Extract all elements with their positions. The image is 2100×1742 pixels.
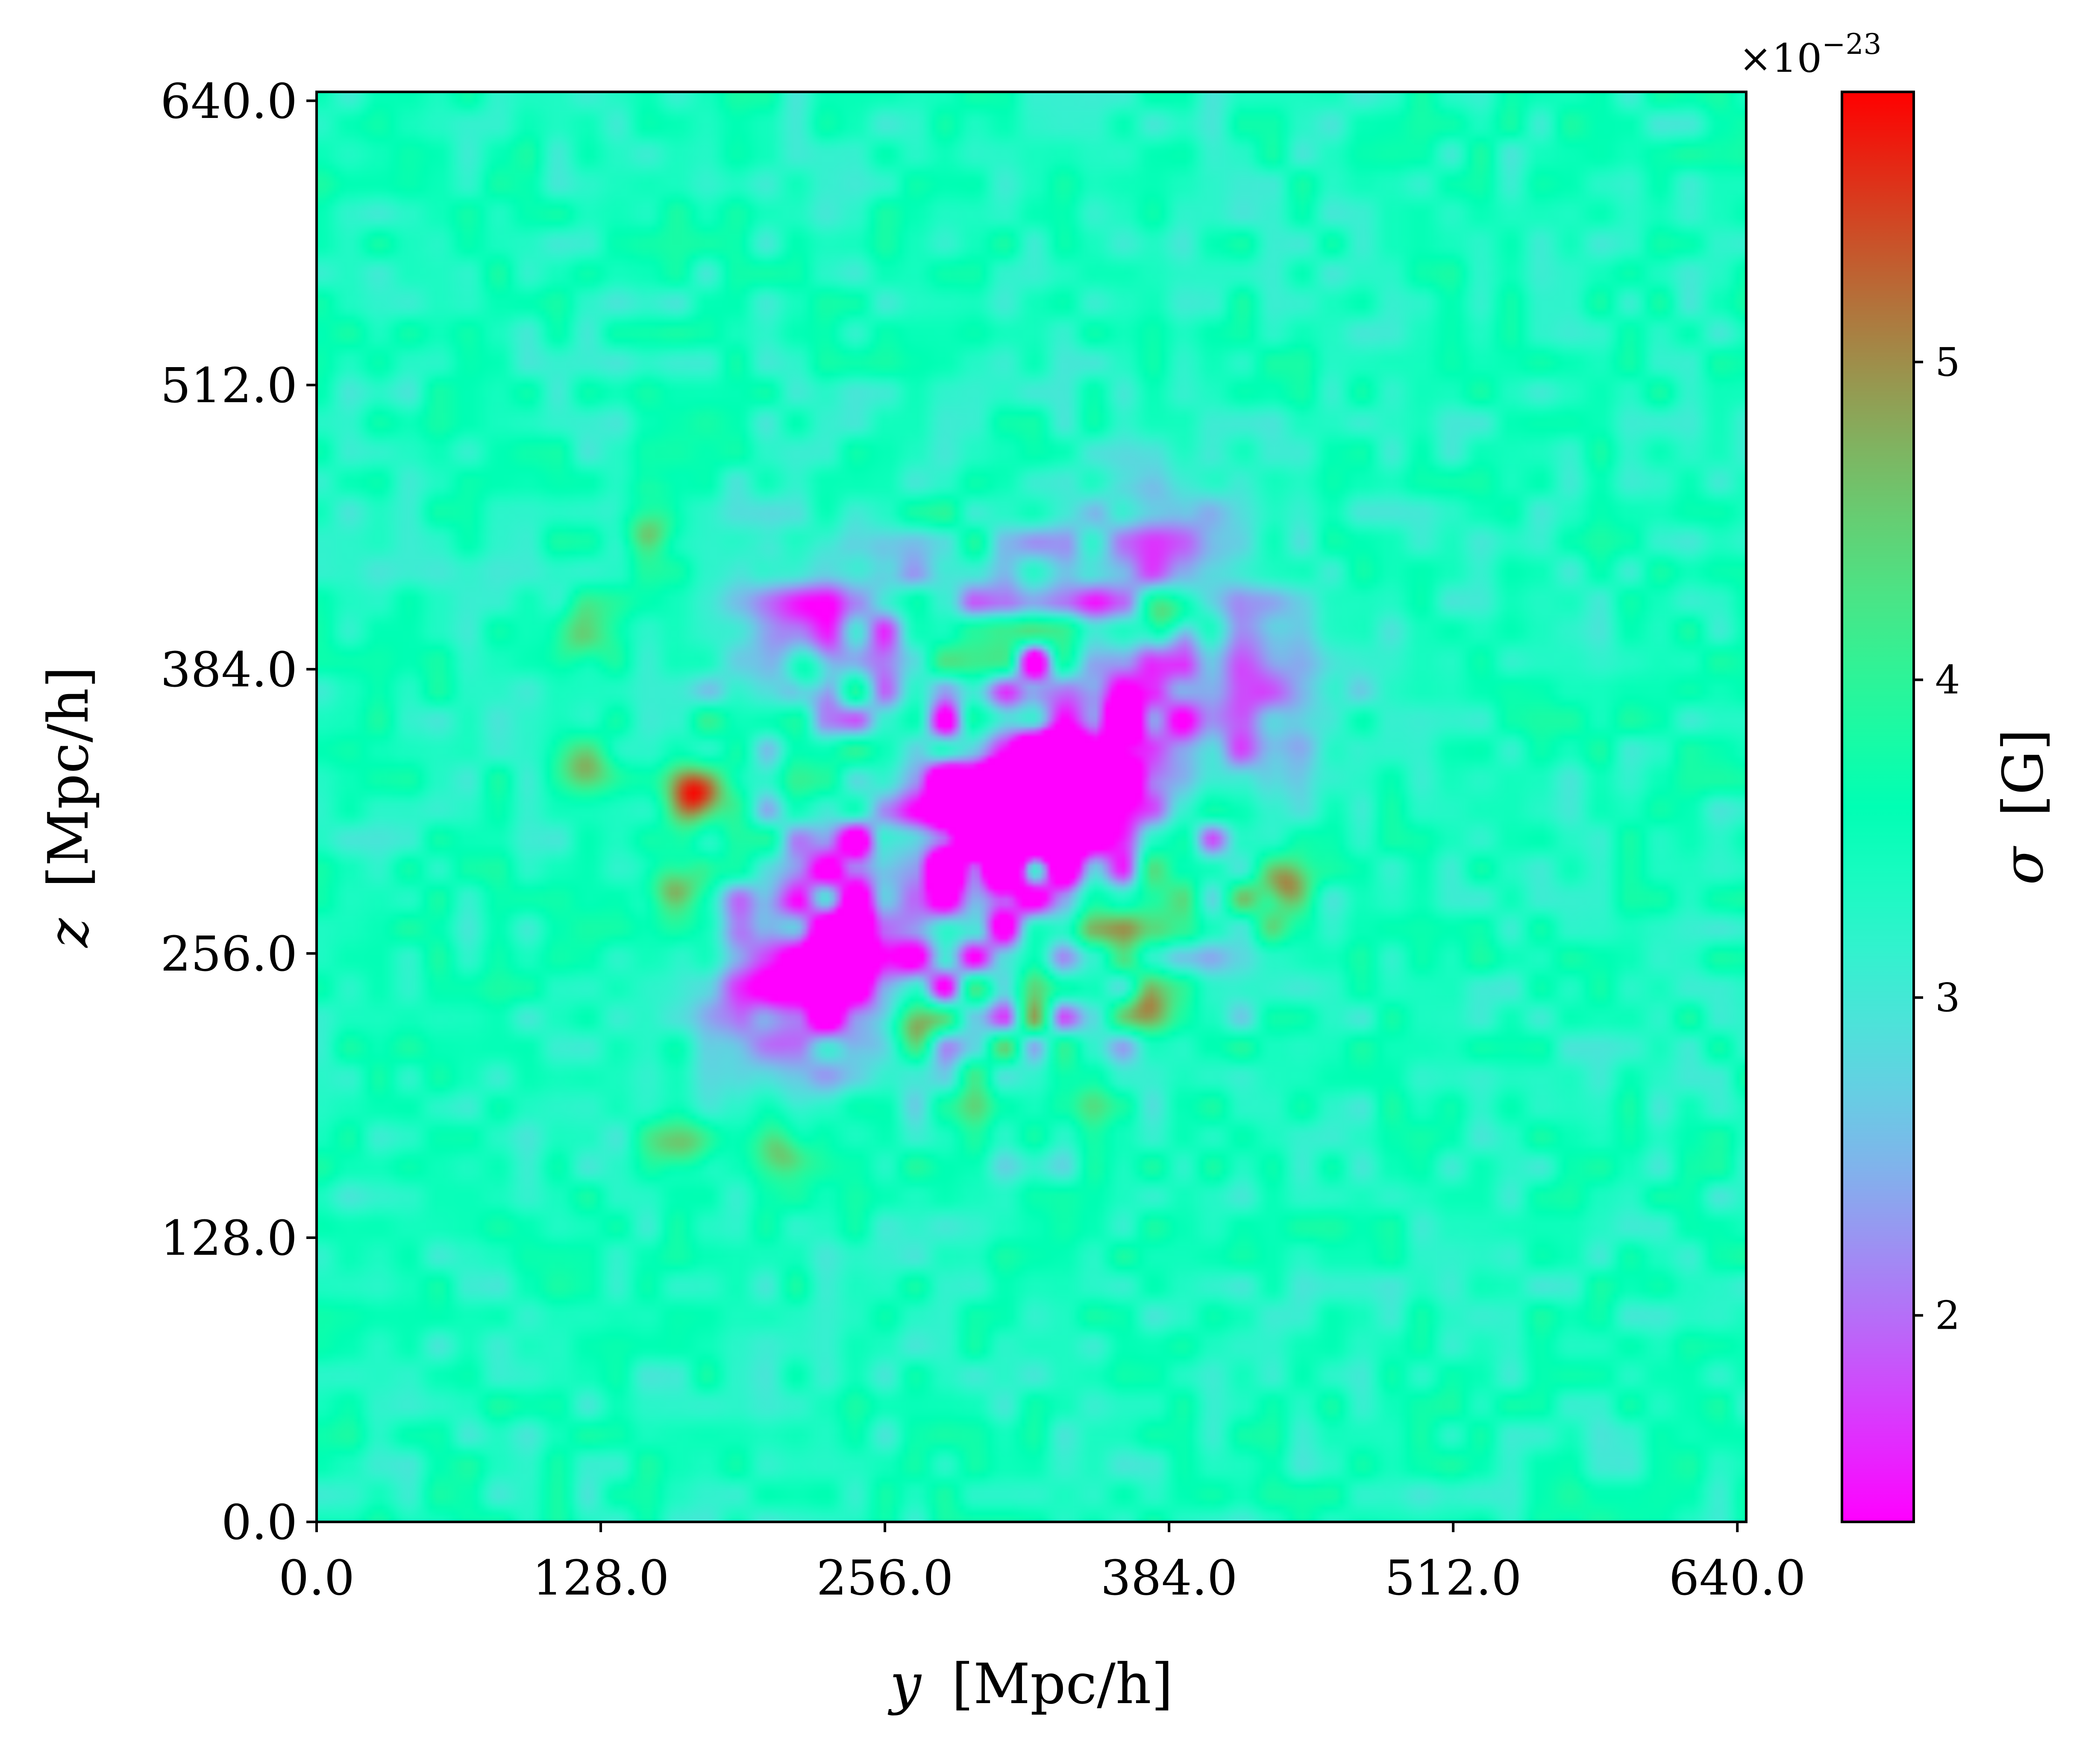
x-axis-label-var: y [888,1651,922,1716]
colorbar-multiplier-base: ×10 [1739,35,1822,81]
y-tick-label: 256.0 [160,927,297,982]
colorbar-tick-label: 2 [1935,1293,1960,1339]
colorbar-frame [1841,91,1915,1523]
x-tick-label: 640.0 [1669,1551,1806,1606]
y-axis-ticks: 0.0 128.0 256.0 384.0 512.0 640.0 [160,74,317,1551]
y-tick-label: 384.0 [160,642,297,698]
y-axis-label-unit: [Mpc/h] [36,666,101,888]
y-tick-label: 512.0 [160,358,297,414]
colorbar-label-unit: [G] [1991,729,2056,816]
y-axis-label-var: z [36,918,101,948]
x-tick-label: 256.0 [817,1551,954,1606]
x-tick-label: 128.0 [532,1551,670,1606]
colorbar-tick-label: 3 [1935,975,1960,1021]
x-tick-label: 512.0 [1385,1551,1522,1606]
colorbar-tick-label: 4 [1935,657,1960,703]
y-tick-label: 128.0 [160,1211,297,1266]
plot-frame [315,91,1748,1523]
colorbar-multiplier-exponent: −23 [1822,28,1881,61]
x-tick-label: 0.0 [279,1551,355,1606]
colorbar-multiplier: ×10−23 [1739,28,1881,81]
heatmap-panel [315,91,1748,1523]
heatmap-field [317,92,1746,1522]
colorbar-label-var: σ [1991,846,2056,885]
colorbar-fill [1842,92,1914,1522]
x-axis-label-unit: [Mpc/h] [952,1651,1173,1716]
colorbar-ticks: 2 3 4 5 [1914,339,1960,1339]
y-tick-label: 640.0 [160,74,297,129]
x-axis-ticks: 0.0 128.0 256.0 384.0 512.0 640.0 [279,1522,1806,1606]
y-tick-label: 0.0 [221,1495,297,1551]
colorbar-label: σ [G] [1991,729,2056,885]
colorbar-tick-label: 5 [1935,339,1960,385]
y-axis-label: z [Mpc/h] [36,666,101,948]
colorbar: 2 3 4 5 ×10−23 σ [G] [1739,28,2056,1523]
x-axis-label: y [Mpc/h] [888,1651,1173,1716]
x-tick-label: 384.0 [1101,1551,1238,1606]
